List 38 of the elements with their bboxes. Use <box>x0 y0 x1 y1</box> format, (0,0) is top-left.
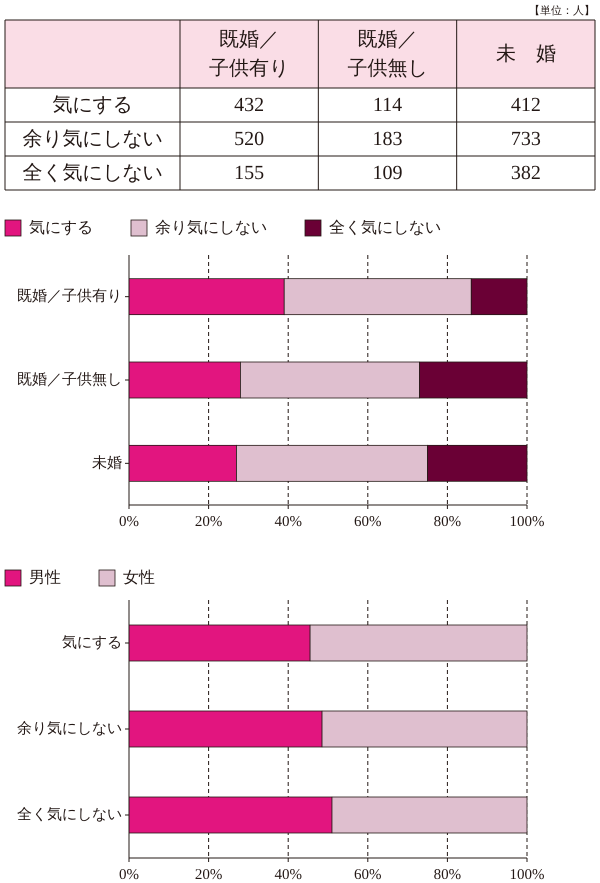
y-tick-label: 気にする <box>52 94 132 116</box>
x-tick-label: 未 婚 <box>496 43 556 65</box>
y-tick-label: 全く気にしない <box>17 806 122 823</box>
legend-label: 余り気にしない <box>155 220 267 236</box>
y-tick-label: 全く気にしない <box>22 162 162 184</box>
data-label: 183 <box>372 128 402 150</box>
x-tick-label: 80% <box>434 867 462 883</box>
data-label: 520 <box>234 128 264 150</box>
y-tick-label: 気にする <box>62 635 122 651</box>
data-label: 155 <box>234 162 264 184</box>
x-tick-label: 0% <box>119 514 139 530</box>
x-tick-label: 既婚／子供無し <box>348 28 428 80</box>
x-tick-label: 60% <box>354 514 382 530</box>
x-tick-label: 60% <box>354 867 382 883</box>
x-tick-label: 80% <box>434 514 462 530</box>
data-label: 412 <box>510 94 541 116</box>
x-tick-label: 40% <box>274 867 302 883</box>
data-label: 114 <box>372 94 402 116</box>
x-tick-label: 100% <box>510 867 544 883</box>
y-tick-label: 既婚／子供有り <box>17 288 122 305</box>
y-tick-label: 余り気にしない <box>22 128 162 150</box>
data-label: 432 <box>234 94 264 116</box>
text: 【単位：人】 <box>529 4 595 17</box>
x-tick-label: 20% <box>194 514 222 530</box>
y-tick-label: 未婚 <box>92 454 122 472</box>
legend-label: 男性 <box>29 570 61 586</box>
x-tick-label: 100% <box>510 514 544 530</box>
y-tick-label: 余り気にしない <box>17 720 122 737</box>
data-label: 109 <box>372 162 402 184</box>
x-tick-label: 40% <box>274 514 302 530</box>
legend-label: 全く気にしない <box>329 220 441 236</box>
x-tick-label: 既婚／子供有り <box>209 28 290 80</box>
x-tick-label: 0% <box>119 867 139 883</box>
legend-label: 女性 <box>123 570 155 586</box>
x-tick-label: 20% <box>194 867 222 883</box>
data-label: 382 <box>510 162 541 184</box>
y-tick-label: 既婚／子供無し <box>17 371 122 388</box>
data-label: 733 <box>510 128 541 150</box>
